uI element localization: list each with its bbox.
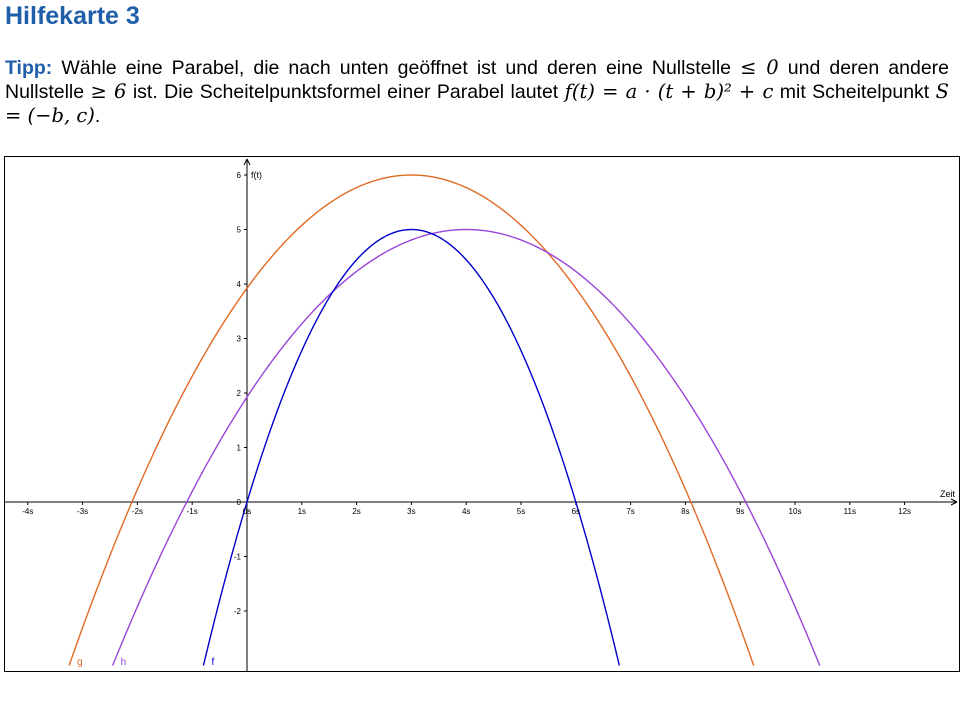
- y-tick-label: 2: [237, 389, 242, 398]
- x-tick-label: 5s: [517, 507, 525, 516]
- page-title: Hilfekarte 3: [5, 2, 140, 30]
- x-tick-label: 12s: [898, 507, 911, 516]
- x-tick-label: -4s: [22, 507, 33, 516]
- series-h-curve: [112, 228, 821, 666]
- y-tick-label: 1: [237, 444, 242, 453]
- x-tick-label: 6s: [572, 507, 580, 516]
- x-tick-label: -1s: [187, 507, 198, 516]
- y-tick-label: -2: [234, 607, 242, 616]
- curves: [68, 174, 821, 666]
- tip-text-4: mit Scheitelpunkt: [779, 81, 930, 103]
- x-tick-label: -2s: [132, 507, 143, 516]
- x-tick-label: 7s: [626, 507, 634, 516]
- math-formula: f(t) = a · (t + b)² + c: [564, 80, 774, 103]
- x-tick-label: -3s: [77, 507, 88, 516]
- x-tick-label: 9s: [736, 507, 744, 516]
- x-tick-label: 2s: [352, 507, 360, 516]
- math-vertex: S = (−b, c): [5, 80, 949, 127]
- tip-label: Tipp:: [5, 57, 53, 79]
- y-tick-label: 5: [237, 226, 242, 235]
- series-g-label: g: [77, 657, 83, 668]
- series-f-curve: [202, 228, 621, 666]
- x-tick-label: 1s: [298, 507, 306, 516]
- tip-text-2: und deren andere Nullstelle: [5, 57, 950, 103]
- labels: -4s -3s -2s -1s 0s 1s 2s 3s 4s 5s 6s 7s 8s 9s 10s 11s 12…: [22, 170, 955, 668]
- series-h-label: h: [121, 657, 127, 668]
- x-tick-label: 3s: [407, 507, 415, 516]
- y-tick-label: -1: [234, 553, 242, 562]
- x-tick-label: 11s: [844, 507, 856, 516]
- tip-paragraph: Tipp: Wähle eine Parabel, die nach unten…: [5, 56, 949, 128]
- tip-text-3: ist. Die Scheitelpunktsformel einer Para…: [132, 81, 559, 103]
- y-axis-label: f(t): [251, 170, 262, 180]
- y-axis-arrow: [243, 158, 251, 166]
- tip-text-1: Wähle eine Parabel, die nach unten geöff…: [61, 57, 731, 79]
- y-tick-label: 3: [237, 335, 242, 344]
- axes: [5, 158, 958, 671]
- math-ge-six: ≥ 6: [90, 80, 127, 103]
- x-tick-label: 8s: [681, 507, 689, 516]
- x-tick-label: 0s: [243, 507, 251, 516]
- x-axis-arrow: [950, 498, 958, 506]
- math-le-zero: ≤ 0: [740, 56, 779, 79]
- x-tick-label: 4s: [462, 507, 470, 516]
- x-axis-label: Zeit: [940, 489, 956, 499]
- y-tick-label: 4: [237, 280, 242, 289]
- x-tick-label: 10s: [789, 507, 802, 516]
- series-g-curve: [68, 174, 755, 666]
- y-tick-label: 0: [237, 498, 242, 507]
- series-f-label: f: [211, 657, 214, 668]
- parabola-chart: -4s -3s -2s -1s 0s 1s 2s 3s 4s 5s 6s 7s 8s 9s 10s 11s 12…: [5, 158, 958, 671]
- y-tick-label: 6: [237, 171, 242, 180]
- chart-frame: -4s -3s -2s -1s 0s 1s 2s 3s 4s 5s 6s 7s 8s 9s 10s 11s 12…: [4, 156, 960, 672]
- tip-text-end: .: [94, 105, 101, 127]
